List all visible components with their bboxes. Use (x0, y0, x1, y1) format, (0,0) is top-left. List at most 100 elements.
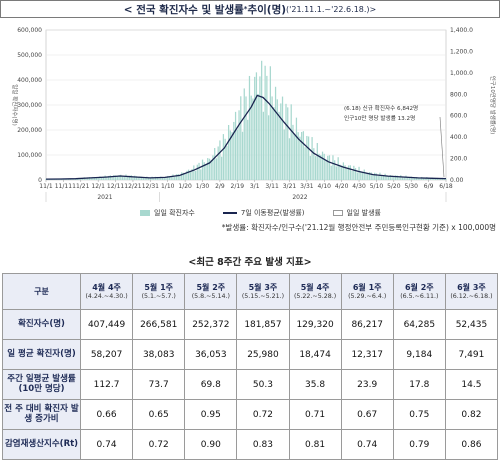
table-cell: 25,980 (236, 339, 290, 370)
title-tail: 추이(명) (247, 3, 287, 16)
daily-bar (360, 171, 362, 180)
table-cell: 12,317 (340, 339, 394, 370)
daily-bar (247, 119, 249, 180)
annotation-line-1: (6.18) 신규 확진자수 6,842명 (344, 104, 418, 112)
column-header-3: 5월 3주 (5.15.~5.21.) (236, 273, 290, 310)
x-tick-label: 11/11 (55, 183, 72, 190)
daily-bar (269, 66, 271, 180)
daily-bar (273, 107, 275, 180)
daily-bar (104, 175, 106, 180)
daily-bar (424, 178, 426, 180)
table-cell: 0.75 (392, 399, 446, 430)
daily-bar (280, 103, 282, 180)
x-tick-label: 1/10 (161, 183, 175, 190)
x-tick-label: 6/9 (424, 183, 434, 190)
column-week: 6월 3주 (457, 282, 486, 292)
table-cell: 407,449 (79, 309, 134, 340)
left-tick-label: 600,000 (17, 27, 42, 34)
table-cell: 0.74 (79, 429, 134, 460)
daily-bar (144, 177, 146, 180)
daily-bar (174, 176, 176, 180)
daily-bar (259, 76, 261, 180)
daily-bar (407, 177, 409, 180)
legend-swatch-rate (332, 210, 343, 216)
right-tick-label: 800.0 (450, 91, 467, 98)
daily-bar (294, 135, 296, 180)
daily-bar (238, 110, 240, 180)
table-cell: 35.8 (288, 369, 342, 400)
daily-bar (128, 175, 131, 180)
daily-bar (210, 159, 212, 180)
daily-bar (215, 158, 218, 180)
legend-item-line: 7일 이동평균(발생률) (222, 208, 305, 218)
daily-bar (127, 176, 129, 180)
daily-bar (175, 174, 178, 180)
daily-bar (172, 174, 174, 180)
daily-bar (301, 131, 303, 180)
left-axis-label: 일일 확진자수(명) (11, 84, 19, 125)
daily-bar (170, 175, 172, 180)
daily-bar (384, 173, 386, 180)
daily-bar (132, 177, 134, 180)
daily-bar (149, 177, 151, 180)
daily-bar (245, 96, 247, 180)
table-cell: 0.82 (444, 399, 499, 430)
x-tick-label: 1/20 (178, 183, 192, 190)
daily-bar (429, 178, 431, 180)
weekly-indicator-table: 구분 4월 4주 (4.24.~4.30.) 5월 1주 (5.1.~5.7.) 5월 … (2, 273, 499, 460)
column-week: 5월 3주 (248, 282, 278, 292)
daily-bar (387, 175, 390, 180)
table-cell: 23.9 (340, 369, 394, 400)
x-tick-label: 3/31 (300, 183, 314, 190)
daily-bar (283, 129, 285, 180)
daily-bar (214, 148, 216, 180)
x-tick-label: 11/21 (72, 183, 89, 190)
x-tick-label: 1/30 (196, 183, 210, 190)
daily-bar (292, 124, 294, 180)
daily-bar (381, 175, 383, 180)
daily-bar (358, 166, 360, 180)
daily-bar (153, 178, 155, 180)
x-tick-label: 11/1 (39, 183, 53, 190)
daily-bar (427, 178, 430, 180)
legend-item-bars: 일일 확진자수 (140, 208, 195, 218)
table-title: <최근 8주간 주요 발생 지표> (188, 257, 312, 268)
daily-bar (179, 176, 181, 180)
daily-bar (394, 175, 397, 180)
table-cell: 0.71 (288, 399, 342, 430)
table-cell: 17.8 (392, 369, 446, 400)
table-row: 주간 일평균 발생률(10만 명당) 112.7 73.7 69.8 50.3 35.8 2… (2, 369, 499, 400)
daily-bar (274, 86, 277, 180)
daily-bar (285, 103, 287, 180)
chart-area: 0 100,000 200,000 300,000 400,000 500,000 600,… (0, 22, 500, 230)
table-cell: 0.65 (132, 399, 186, 430)
column-header-6: 6월 2주 (6.5.~6.11.) (392, 273, 446, 310)
chart-title: < 전국 확진자수 및 발생률 * 추이(명) ('21.11.1.~'22.6.1… (0, 0, 500, 18)
daily-bar (368, 172, 371, 180)
daily-bar (316, 142, 318, 180)
table-cell: 69.8 (184, 369, 238, 400)
daily-bar (389, 175, 391, 180)
daily-bar (80, 178, 82, 180)
daily-bar (328, 155, 331, 180)
daily-bar (107, 175, 110, 180)
right-axis-label: 인구10만명당 발생률(명) (489, 76, 497, 135)
table-cell: 181,857 (236, 309, 290, 340)
table-cell: 129,320 (288, 309, 342, 340)
daily-bar (422, 177, 425, 180)
daily-bar (254, 76, 256, 180)
daily-bar (208, 158, 211, 180)
x-tick-label: 4/10 (318, 183, 332, 190)
daily-bar (400, 175, 402, 180)
table-row: 전 주 대비 확진자 발생 증가비 0.66 0.65 0.95 0.72 0.71 0.6… (2, 399, 499, 430)
table-row: 일 평균 확진자(명) 58,207 38,083 36,053 25,980 18,47… (2, 339, 499, 370)
daily-bar (191, 169, 193, 180)
x-tick-label: 3/11 (265, 183, 279, 190)
daily-bar (222, 134, 225, 180)
daily-bar (196, 164, 198, 180)
legend-item-rate: 일일 발생률 (332, 208, 381, 218)
daily-bar (116, 176, 118, 180)
right-tick-label: 0.00 (450, 177, 464, 184)
daily-bar (94, 177, 96, 180)
daily-bar (102, 176, 105, 180)
